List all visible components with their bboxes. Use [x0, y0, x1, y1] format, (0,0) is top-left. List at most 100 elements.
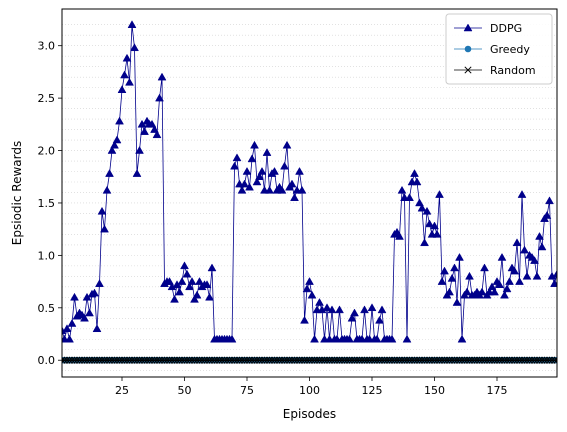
y-tick-label: 0.0 — [38, 354, 56, 367]
data-point — [385, 356, 394, 364]
data-point — [112, 135, 122, 144]
y-axis-label: Epsiodic Rewards — [10, 141, 24, 245]
data-point — [455, 356, 464, 364]
x-stroke — [80, 356, 89, 364]
data-point — [435, 190, 444, 198]
x-stroke — [380, 356, 389, 364]
x-stroke — [223, 356, 231, 364]
x-stroke — [283, 356, 291, 364]
x-stroke — [93, 356, 101, 364]
data-point — [252, 177, 262, 186]
x-stroke — [413, 356, 421, 364]
x-stroke — [118, 356, 126, 364]
x-stroke — [108, 356, 116, 364]
x-stroke — [438, 356, 446, 364]
data-point — [360, 356, 369, 364]
data-point — [535, 232, 544, 240]
x-stroke — [275, 356, 284, 364]
data-point — [447, 273, 457, 282]
data-point — [243, 356, 251, 364]
data-point — [513, 356, 521, 364]
data-point — [188, 356, 196, 364]
data-point — [438, 356, 446, 364]
data-point — [500, 290, 509, 299]
x-stroke — [373, 356, 381, 364]
x-stroke — [538, 356, 546, 364]
x-stroke — [433, 356, 441, 364]
x-stroke — [185, 356, 194, 364]
x-stroke — [465, 356, 474, 364]
x-stroke — [65, 356, 74, 364]
legend-item-random: Random — [454, 64, 536, 77]
data-point — [308, 356, 316, 364]
data-point — [257, 167, 267, 175]
data-point — [110, 356, 119, 364]
data-point — [178, 356, 186, 364]
data-point — [220, 356, 229, 364]
x-stroke — [230, 356, 239, 364]
data-point — [70, 292, 79, 301]
data-point — [462, 287, 472, 296]
x-stroke — [448, 356, 456, 364]
data-point — [363, 356, 371, 364]
data-point — [125, 77, 134, 86]
x-stroke — [128, 356, 136, 364]
data-point — [100, 356, 109, 364]
x-stroke — [245, 356, 254, 364]
data-point — [165, 277, 174, 285]
data-point — [478, 356, 486, 364]
x-stroke — [543, 356, 551, 364]
data-point — [473, 356, 481, 364]
data-point — [373, 356, 381, 364]
data-point — [420, 356, 429, 364]
x-stroke — [290, 356, 299, 364]
x-stroke — [220, 356, 229, 364]
data-point — [490, 287, 499, 296]
x-stroke — [530, 356, 539, 364]
data-point — [247, 154, 257, 163]
x-axis-ticks: 25 50 75 100 125 150 175 — [115, 377, 508, 397]
x-stroke — [208, 356, 216, 364]
data-point — [113, 356, 121, 364]
data-point — [128, 356, 136, 364]
data-point — [310, 356, 319, 364]
data-point — [522, 271, 532, 280]
x-stroke — [533, 356, 541, 364]
x-stroke — [378, 356, 386, 364]
data-point — [170, 294, 179, 303]
data-point — [450, 263, 459, 272]
data-point — [130, 356, 139, 364]
x-stroke — [115, 356, 124, 364]
data-point — [240, 179, 249, 188]
data-point — [147, 119, 157, 128]
data-point — [140, 127, 149, 135]
data-point — [388, 356, 396, 364]
data-point — [195, 356, 204, 364]
data-point — [230, 356, 239, 364]
x-stroke — [248, 356, 256, 364]
data-point — [62, 356, 66, 364]
data-point — [70, 356, 79, 364]
series-random — [62, 356, 557, 364]
data-point — [255, 172, 264, 180]
data-point — [127, 20, 137, 28]
data-point — [208, 356, 216, 364]
x-stroke — [183, 356, 191, 364]
data-point — [368, 356, 376, 364]
x-stroke — [333, 356, 341, 364]
data-point — [255, 356, 264, 364]
data-point — [348, 356, 356, 364]
x-tick-label: 50 — [178, 384, 192, 397]
data-point — [250, 356, 259, 364]
data-point — [125, 356, 134, 364]
data-point — [330, 356, 339, 364]
data-point — [202, 280, 212, 288]
x-stroke — [205, 356, 214, 364]
data-point — [262, 148, 272, 156]
x-tick-label: 75 — [240, 384, 254, 397]
data-point — [523, 356, 531, 364]
x-stroke — [168, 356, 176, 364]
x-stroke — [313, 356, 321, 364]
legend-item-greedy: Greedy — [454, 43, 530, 56]
data-point — [343, 356, 351, 364]
